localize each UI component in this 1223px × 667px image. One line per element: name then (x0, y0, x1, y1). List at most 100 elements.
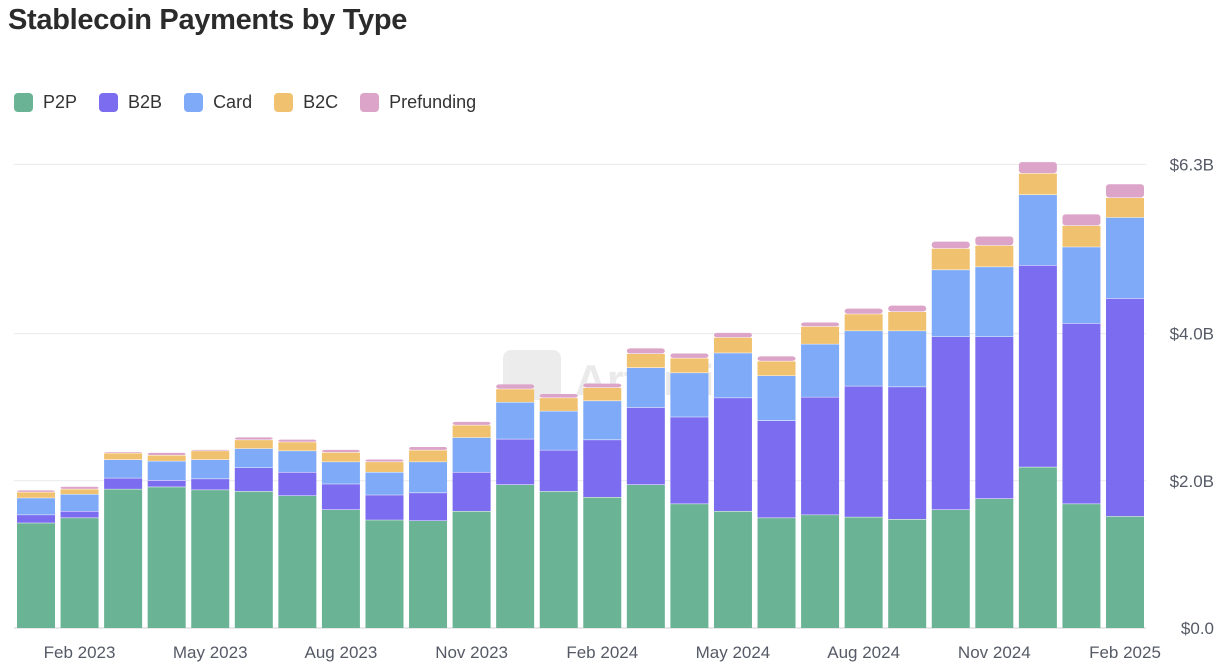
bar-card-feb-2023 (60, 494, 99, 511)
bar-b2b-feb-2023 (60, 510, 99, 518)
bar-p2p-feb-2025 (1106, 516, 1144, 628)
bar-b2b-sep-2023 (365, 494, 404, 520)
bar-b2c-jun-2023 (234, 439, 273, 449)
bar-prefunding-feb-2025 (1106, 184, 1144, 198)
bar-b2c-feb-2023 (60, 488, 99, 495)
bar-prefunding-mar-2023 (104, 452, 143, 453)
bar-card-jun-2024 (757, 375, 796, 421)
bar-prefunding-dec-2024 (1018, 162, 1057, 174)
bar-card-jul-2023 (278, 450, 317, 472)
legend-swatch (274, 93, 294, 112)
bar-p2p-may-2024 (713, 510, 752, 628)
bar-card-aug-2023 (321, 461, 360, 484)
bar-prefunding-mar-2024 (626, 348, 665, 354)
legend-swatch (360, 93, 380, 112)
bar-b2b-dec-2023 (496, 438, 535, 485)
bar-card-feb-2024 (583, 400, 622, 440)
bar-card-may-2023 (191, 459, 230, 479)
bar-p2p-apr-2024 (670, 503, 709, 628)
bar-b2b-jan-2025 (1062, 323, 1101, 504)
bar-card-mar-2023 (104, 459, 143, 478)
bar-b2b-mar-2024 (626, 407, 665, 485)
bar-b2c-mar-2023 (104, 452, 143, 460)
legend-label: B2C (303, 92, 339, 112)
x-tick-label: Nov 2024 (958, 643, 1031, 662)
bar-b2b-oct-2024 (931, 336, 970, 510)
bar-card-jan-2024 (539, 410, 578, 450)
legend: P2P B2B Card B2C Prefunding (14, 92, 476, 113)
legend-item-prefunding[interactable]: Prefunding (360, 92, 476, 113)
bar-card-nov-2024 (975, 266, 1014, 337)
bar-p2p-may-2023 (191, 489, 230, 628)
bar-p2p-nov-2023 (452, 510, 491, 628)
bar-b2c-apr-2024 (670, 357, 709, 373)
bar-prefunding-jul-2023 (278, 439, 317, 442)
bar-card-oct-2023 (409, 461, 448, 493)
bar-card-apr-2024 (670, 372, 709, 417)
x-tick-label: Aug 2024 (827, 643, 900, 662)
bar-p2p-jan-2024 (539, 491, 578, 628)
x-tick-label: Nov 2023 (435, 643, 508, 662)
bar-prefunding-aug-2024 (844, 308, 883, 314)
bar-card-dec-2024 (1018, 194, 1057, 266)
y-tick-label: $6.3B (1170, 155, 1214, 174)
bar-prefunding-nov-2023 (452, 421, 491, 425)
bar-card-jan-2025 (1062, 246, 1101, 324)
bar-b2c-may-2024 (713, 337, 752, 353)
bar-prefunding-jan-2025 (1062, 214, 1101, 226)
bar-card-oct-2024 (931, 269, 970, 337)
bar-b2c-apr-2023 (147, 455, 186, 461)
bar-b2b-jul-2024 (801, 396, 840, 515)
bar-b2c-jan-2024 (539, 397, 578, 411)
y-tick-label: $0.0 (1181, 619, 1214, 638)
bar-prefunding-feb-2023 (60, 486, 99, 489)
bar-b2b-dec-2024 (1018, 265, 1057, 467)
bar-p2p-jul-2024 (801, 514, 840, 628)
bar-p2p-nov-2024 (975, 498, 1014, 628)
legend-swatch (99, 93, 119, 112)
bar-p2p-jan-2025 (1062, 503, 1101, 628)
legend-item-card[interactable]: Card (184, 92, 252, 113)
bar-b2c-jan-2023 (17, 491, 55, 498)
bar-b2b-jan-2023 (17, 514, 55, 523)
x-tick-label: Feb 2024 (566, 643, 638, 662)
bar-b2c-nov-2024 (975, 245, 1014, 267)
bar-prefunding-sep-2024 (888, 305, 927, 312)
bar-prefunding-aug-2023 (321, 449, 360, 453)
bar-card-feb-2025 (1106, 217, 1144, 299)
bar-b2c-feb-2024 (583, 387, 622, 401)
bar-p2p-oct-2023 (409, 520, 448, 628)
bar-b2b-may-2023 (191, 478, 230, 490)
bar-prefunding-may-2023 (191, 449, 230, 451)
bar-b2b-apr-2023 (147, 480, 186, 487)
legend-item-b2b[interactable]: B2B (99, 92, 162, 113)
bar-b2c-sep-2024 (888, 311, 927, 331)
bar-p2p-sep-2023 (365, 519, 404, 628)
bar-prefunding-nov-2024 (975, 236, 1014, 246)
bar-prefunding-feb-2024 (583, 383, 622, 388)
bar-p2p-jun-2023 (234, 491, 273, 628)
legend-label: Prefunding (389, 92, 477, 112)
x-tick-label: May 2024 (696, 643, 771, 662)
bar-prefunding-jan-2024 (539, 393, 578, 398)
bar-b2b-nov-2024 (975, 336, 1014, 499)
bar-card-sep-2023 (365, 471, 404, 495)
x-tick-label: Aug 2023 (305, 643, 378, 662)
bar-b2b-aug-2023 (321, 483, 360, 510)
bar-p2p-dec-2024 (1018, 466, 1057, 628)
bar-prefunding-apr-2024 (670, 353, 709, 358)
bar-b2c-oct-2023 (409, 449, 448, 462)
legend-item-p2p[interactable]: P2P (14, 92, 77, 113)
bar-b2b-apr-2024 (670, 416, 709, 504)
bar-b2c-aug-2024 (844, 313, 883, 331)
bar-b2c-jul-2024 (801, 326, 840, 344)
bar-p2p-feb-2024 (583, 496, 622, 628)
bar-card-apr-2023 (147, 460, 186, 481)
bar-b2b-feb-2025 (1106, 298, 1144, 517)
bar-p2p-dec-2023 (496, 484, 535, 628)
bar-p2p-jan-2023 (17, 522, 55, 628)
bar-b2c-aug-2023 (321, 452, 360, 462)
legend-item-b2c[interactable]: B2C (274, 92, 338, 113)
bar-b2b-feb-2024 (583, 439, 622, 497)
bar-card-dec-2023 (496, 402, 535, 439)
